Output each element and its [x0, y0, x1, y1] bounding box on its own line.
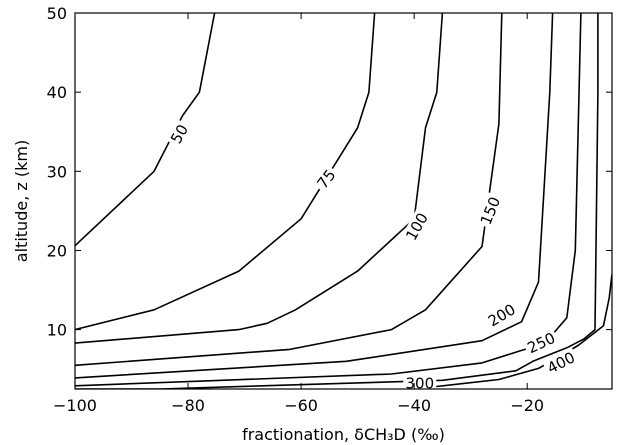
contour-line-150: [75, 13, 503, 367]
contour-label-gap: [165, 119, 194, 149]
contour-label-group: 400: [542, 347, 580, 379]
contour-label: 300: [405, 375, 434, 393]
contour-label-gap: [483, 299, 521, 332]
y-tick-label: 50: [47, 4, 67, 23]
x-axis-label: fractionation, δCH₃D (‰): [242, 425, 445, 444]
contour-line-75: [75, 13, 376, 331]
x-tick-label: −40: [397, 396, 431, 415]
y-axis-label: altitude, z (km): [12, 140, 31, 262]
axis-ticks: −100 −80 −60 −40 −20 10 20 30 40 50: [47, 4, 612, 415]
contour-lines: [75, 13, 612, 389]
contour-line-50: [75, 13, 216, 247]
contour-label-group: 75: [312, 164, 341, 195]
y-tick-label: 20: [47, 241, 67, 260]
y-tick-label: 10: [47, 321, 67, 340]
plot-frame: [74, 12, 613, 390]
y-tick-label: 40: [47, 83, 67, 102]
contour-label-gap: [312, 164, 341, 195]
contour-label-gap: [522, 327, 561, 359]
contour-label-gap: [403, 374, 437, 393]
contour-line-100: [75, 13, 444, 344]
contour-label-group: 250: [522, 327, 561, 359]
contour-label: 50: [167, 121, 192, 147]
contour-line-300: [75, 13, 599, 389]
x-tick-label: −20: [510, 396, 544, 415]
x-tick-label: −100: [53, 396, 97, 415]
contour-label-group: 100: [401, 207, 433, 246]
contour-label-group: 200: [483, 299, 521, 332]
contour-line-400: [414, 274, 612, 389]
contour-label-group: 300: [403, 374, 437, 393]
contour-label-group: 150: [475, 192, 506, 230]
y-tick-label: 30: [47, 162, 67, 181]
contour-label-gap: [475, 192, 506, 230]
contour-label-gap: [542, 347, 580, 379]
contour-label-gap: [401, 207, 433, 246]
contour-label-group: 50: [165, 119, 194, 149]
contour-label: 75: [314, 166, 340, 192]
x-tick-label: −80: [171, 396, 205, 415]
contour-line-200: [75, 13, 554, 379]
x-tick-label: −60: [284, 396, 318, 415]
